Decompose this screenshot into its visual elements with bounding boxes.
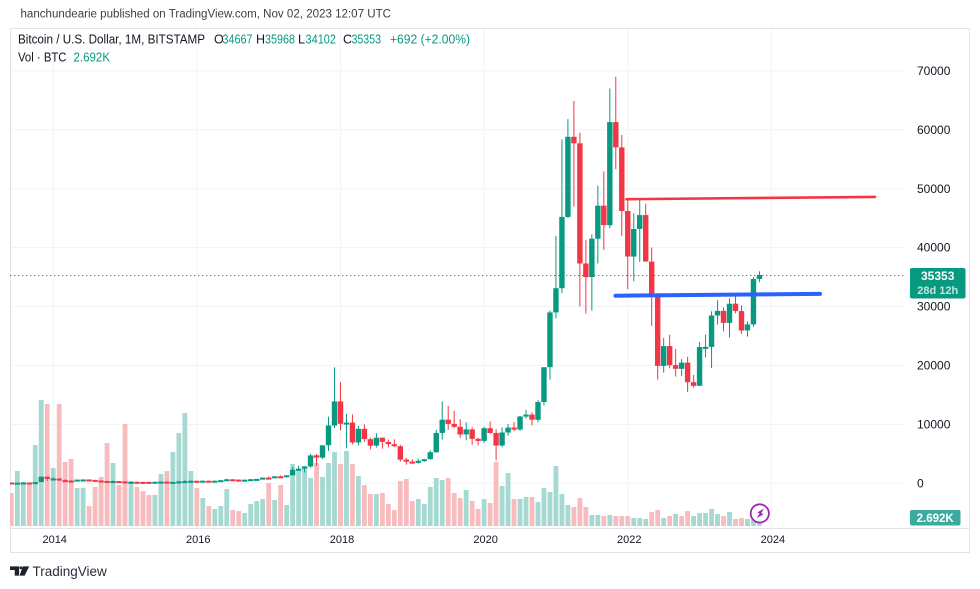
svg-text:Bitcoin / U.S. Dollar, 1M, BIT: Bitcoin / U.S. Dollar, 1M, BITSTAMP <box>18 33 205 47</box>
svg-text:28d 12h: 28d 12h <box>917 285 958 297</box>
svg-text:2020: 2020 <box>473 534 497 546</box>
svg-text:0: 0 <box>917 476 924 490</box>
svg-text:35353: 35353 <box>352 33 382 47</box>
svg-text:2.692K: 2.692K <box>74 51 111 65</box>
svg-text:hanchundearie published on Tra: hanchundearie published on TradingView.c… <box>21 9 391 21</box>
svg-text:20000: 20000 <box>917 359 951 373</box>
svg-text:2014: 2014 <box>42 534 66 546</box>
svg-text:30000: 30000 <box>917 300 951 314</box>
svg-text:Vol · BTC: Vol · BTC <box>18 51 67 65</box>
svg-text:+692 (+2.00%): +692 (+2.00%) <box>390 33 470 47</box>
svg-text:O: O <box>214 33 224 47</box>
svg-text:2.692K: 2.692K <box>917 513 955 525</box>
svg-text:10000: 10000 <box>917 418 951 432</box>
svg-text:2022: 2022 <box>617 534 641 546</box>
svg-text:40000: 40000 <box>917 241 951 255</box>
svg-text:L: L <box>298 33 305 47</box>
svg-text:2018: 2018 <box>330 534 354 546</box>
svg-text:C: C <box>343 33 352 47</box>
svg-text:TradingView: TradingView <box>33 564 108 579</box>
svg-text:70000: 70000 <box>917 64 951 78</box>
svg-text:50000: 50000 <box>917 182 951 196</box>
svg-text:60000: 60000 <box>917 123 951 137</box>
svg-text:35353: 35353 <box>921 269 955 283</box>
svg-text:34102: 34102 <box>306 33 337 47</box>
svg-text:H: H <box>256 33 265 47</box>
svg-text:34667: 34667 <box>223 33 253 47</box>
svg-text:2016: 2016 <box>186 534 210 546</box>
svg-text:35968: 35968 <box>265 33 295 47</box>
svg-text:2024: 2024 <box>761 534 785 546</box>
